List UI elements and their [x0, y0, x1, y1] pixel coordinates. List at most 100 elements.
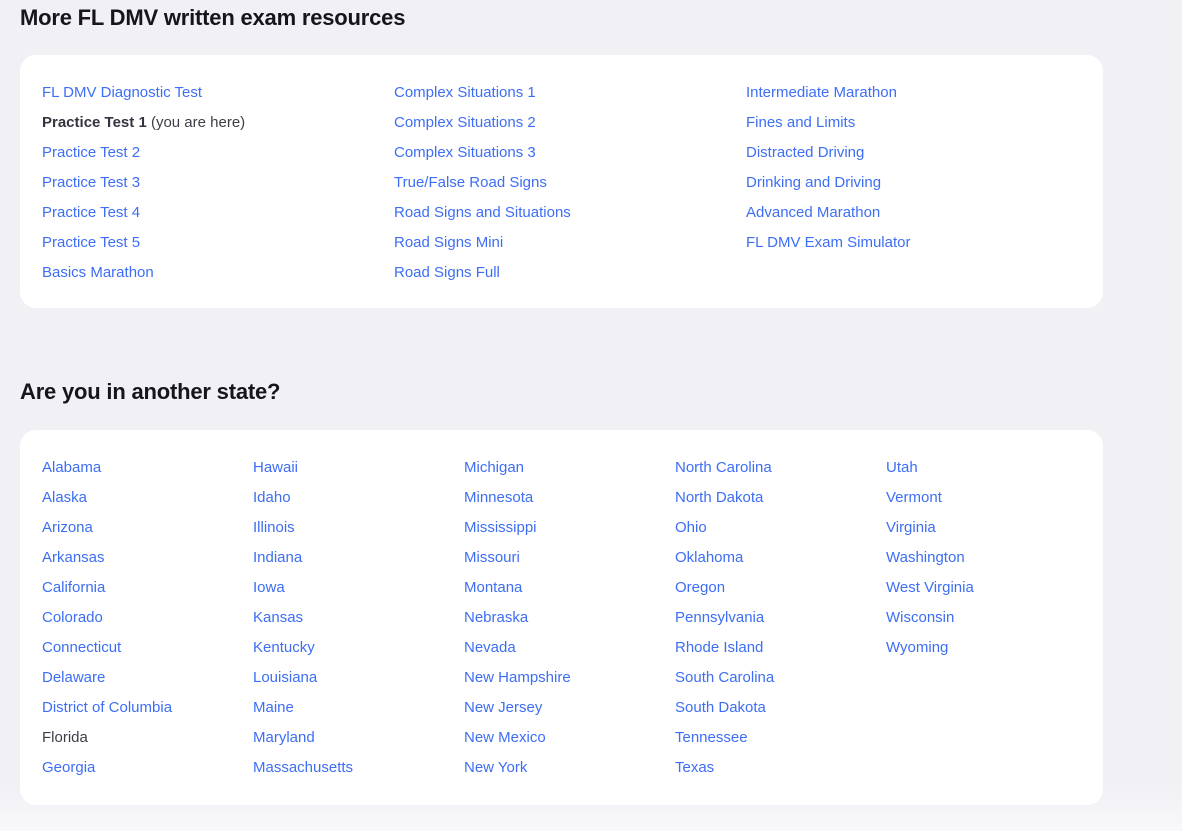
state-link[interactable]: Kentucky: [253, 639, 315, 656]
list-row: Oregon: [675, 578, 886, 598]
list-row: Practice Test 1 (you are here): [42, 113, 394, 133]
state-link[interactable]: South Dakota: [675, 699, 766, 716]
resource-link[interactable]: Road Signs and Situations: [394, 204, 571, 221]
state-link[interactable]: Alabama: [42, 459, 102, 476]
state-link[interactable]: Massachusetts: [253, 759, 354, 776]
list-row: New Hampshire: [464, 668, 675, 688]
list-row: Arkansas: [42, 548, 253, 568]
state-link[interactable]: Illinois: [253, 519, 295, 536]
state-link[interactable]: Missouri: [464, 549, 520, 566]
resource-link[interactable]: Drinking and Driving: [746, 174, 882, 191]
list-row: Idaho: [253, 488, 464, 508]
state-link[interactable]: Oklahoma: [675, 549, 744, 566]
list-row: Iowa: [253, 578, 464, 598]
list-row: Practice Test 4: [42, 203, 394, 223]
resource-link[interactable]: Practice Test 2: [42, 144, 141, 161]
list-row: Louisiana: [253, 668, 464, 688]
state-link[interactable]: North Dakota: [675, 489, 764, 506]
resource-link[interactable]: True/False Road Signs: [394, 174, 547, 191]
state-link[interactable]: Iowa: [253, 579, 285, 596]
state-link[interactable]: Utah: [886, 459, 918, 476]
state-link[interactable]: Tennessee: [675, 729, 748, 746]
resource-link[interactable]: Intermediate Marathon: [746, 84, 897, 101]
list-row: Nebraska: [464, 608, 675, 628]
state-link[interactable]: New Hampshire: [464, 669, 571, 686]
state-link[interactable]: Colorado: [42, 609, 103, 626]
state-link[interactable]: Minnesota: [464, 489, 534, 506]
state-link[interactable]: Georgia: [42, 759, 96, 776]
state-link[interactable]: District of Columbia: [42, 699, 173, 716]
list-row: Practice Test 3: [42, 173, 394, 193]
list-row: Minnesota: [464, 488, 675, 508]
list-row: True/False Road Signs: [394, 173, 746, 193]
resource-link[interactable]: Fines and Limits: [746, 114, 856, 131]
state-link[interactable]: New Jersey: [464, 699, 543, 716]
state-link[interactable]: Texas: [675, 759, 715, 776]
resource-link[interactable]: Distracted Driving: [746, 144, 865, 161]
state-link[interactable]: Kansas: [253, 609, 304, 626]
state-link[interactable]: Oregon: [675, 579, 726, 596]
list-row: Alabama: [42, 458, 253, 478]
state-link[interactable]: Virginia: [886, 519, 936, 536]
states-column-4: North Carolina North Dakota Ohio Oklahoma Or…: [675, 458, 886, 778]
state-link[interactable]: Idaho: [253, 489, 291, 506]
state-link[interactable]: Arizona: [42, 519, 93, 536]
state-link[interactable]: Indiana: [253, 549, 303, 566]
state-link[interactable]: Ohio: [675, 519, 707, 536]
state-link[interactable]: Vermont: [886, 489, 942, 506]
state-link[interactable]: Rhode Island: [675, 639, 764, 656]
resource-link[interactable]: Road Signs Mini: [394, 234, 504, 251]
state-link[interactable]: Michigan: [464, 459, 525, 476]
resource-link[interactable]: FL DMV Exam Simulator: [746, 234, 911, 251]
state-link[interactable]: Wisconsin: [886, 609, 955, 626]
list-row: Drinking and Driving: [746, 173, 1098, 193]
state-link[interactable]: New Mexico: [464, 729, 546, 746]
resource-link[interactable]: Complex Situations 3: [394, 144, 536, 161]
state-link[interactable]: Nebraska: [464, 609, 529, 626]
list-row: Nevada: [464, 638, 675, 658]
state-link[interactable]: Maine: [253, 699, 294, 716]
list-row: Road Signs Full: [394, 263, 746, 283]
state-link[interactable]: South Carolina: [675, 669, 775, 686]
resource-link[interactable]: Complex Situations 2: [394, 114, 536, 131]
state-link[interactable]: California: [42, 579, 106, 596]
resource-link[interactable]: Complex Situations 1: [394, 84, 536, 101]
list-row: Distracted Driving: [746, 143, 1098, 163]
state-link[interactable]: North Carolina: [675, 459, 772, 476]
resource-link[interactable]: Practice Test 3: [42, 174, 141, 191]
resource-link[interactable]: Basics Marathon: [42, 264, 154, 281]
resource-link[interactable]: Road Signs Full: [394, 264, 500, 281]
state-link[interactable]: Nevada: [464, 639, 516, 656]
state-link[interactable]: Pennsylvania: [675, 609, 765, 626]
list-row: Vermont: [886, 488, 1081, 508]
resource-link[interactable]: Practice Test 5: [42, 234, 141, 251]
resource-link[interactable]: Advanced Marathon: [746, 204, 881, 221]
state-link[interactable]: West Virginia: [886, 579, 974, 596]
state-link[interactable]: Montana: [464, 579, 523, 596]
list-row: Alaska: [42, 488, 253, 508]
state-link[interactable]: Mississippi: [464, 519, 537, 536]
state-link[interactable]: Washington: [886, 549, 965, 566]
list-row: Missouri: [464, 548, 675, 568]
state-link[interactable]: Hawaii: [253, 459, 299, 476]
state-link[interactable]: Louisiana: [253, 669, 318, 686]
list-row: New York: [464, 758, 675, 778]
list-row: Advanced Marathon: [746, 203, 1098, 223]
state-link[interactable]: Alaska: [42, 489, 88, 506]
state-link[interactable]: Delaware: [42, 669, 106, 686]
state-link[interactable]: Maryland: [253, 729, 315, 746]
resource-link[interactable]: FL DMV Diagnostic Test: [42, 84, 203, 101]
state-link[interactable]: New York: [464, 759, 528, 776]
state-link[interactable]: Connecticut: [42, 639, 122, 656]
list-row: New Mexico: [464, 728, 675, 748]
resources-column-1: FL DMV Diagnostic Test Practice Test 1 (y…: [42, 83, 394, 283]
state-link[interactable]: Wyoming: [886, 639, 949, 656]
list-row: Indiana: [253, 548, 464, 568]
list-row: North Carolina: [675, 458, 886, 478]
list-row: Pennsylvania: [675, 608, 886, 628]
resource-link[interactable]: Practice Test 4: [42, 204, 141, 221]
state-link[interactable]: Arkansas: [42, 549, 105, 566]
list-row: Basics Marathon: [42, 263, 394, 283]
list-row: Road Signs and Situations: [394, 203, 746, 223]
list-row: Massachusetts: [253, 758, 464, 778]
